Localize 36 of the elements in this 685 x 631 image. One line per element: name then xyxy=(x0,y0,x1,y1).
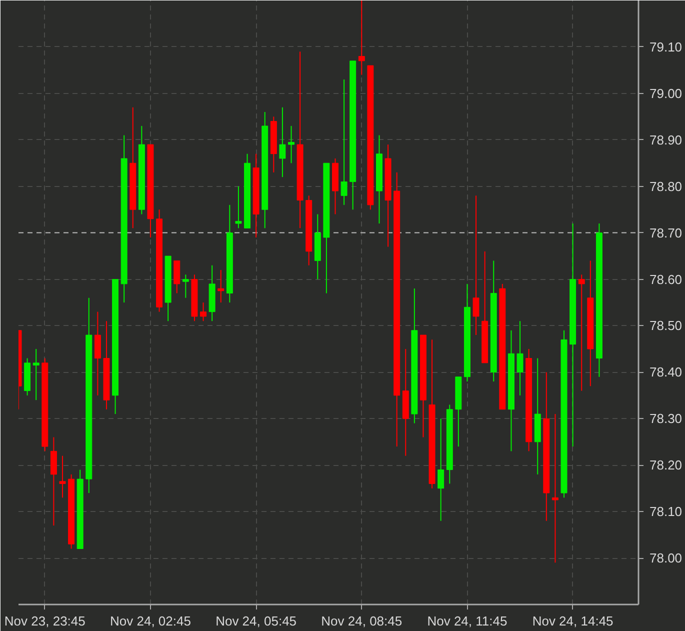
y-tick-label: 78.50 xyxy=(650,318,682,334)
candlestick xyxy=(578,274,585,392)
candlestick xyxy=(50,436,57,526)
candlestick xyxy=(32,348,40,401)
candlestick xyxy=(200,302,207,322)
y-tick-label: 78.20 xyxy=(650,458,682,473)
x-tick-label: Nov 24, 02:45 xyxy=(110,614,191,628)
candlestick xyxy=(94,311,101,396)
y-tick-label: 78.10 xyxy=(650,504,682,520)
x-tick-label: Nov 24, 14:45 xyxy=(532,614,614,628)
x-tick-label: Nov 24, 08:45 xyxy=(321,614,402,628)
candlestick xyxy=(235,186,242,229)
candlestick xyxy=(218,269,224,303)
candlestick xyxy=(358,0,365,76)
y-tick-label: 78.40 xyxy=(650,364,682,380)
candlestick xyxy=(516,320,524,396)
y-tick-label: 78.70 xyxy=(650,225,682,240)
candlestick xyxy=(59,455,66,498)
candlestick xyxy=(552,414,558,564)
y-tick-label: 78.80 xyxy=(650,178,682,194)
candlestick xyxy=(279,106,286,178)
y-tick-label: 78.00 xyxy=(650,550,682,566)
candlestick xyxy=(438,418,444,522)
candlestick xyxy=(174,260,180,294)
y-tick-label: 78.60 xyxy=(650,272,682,287)
y-tick-label: 79.00 xyxy=(650,86,682,101)
x-tick-label: Nov 24, 05:45 xyxy=(216,614,297,628)
y-tick-label: 78.90 xyxy=(650,132,682,148)
candlestick xyxy=(288,125,294,164)
candlestick xyxy=(182,274,189,298)
candlestick xyxy=(340,78,348,206)
x-tick-label: Nov 24, 11:45 xyxy=(427,614,508,628)
y-tick-label: 79.10 xyxy=(650,39,682,54)
x-tick-label: Nov 23, 23:45 xyxy=(4,614,86,628)
candlestick xyxy=(472,195,480,336)
y-tick-label: 78.30 xyxy=(650,411,682,426)
